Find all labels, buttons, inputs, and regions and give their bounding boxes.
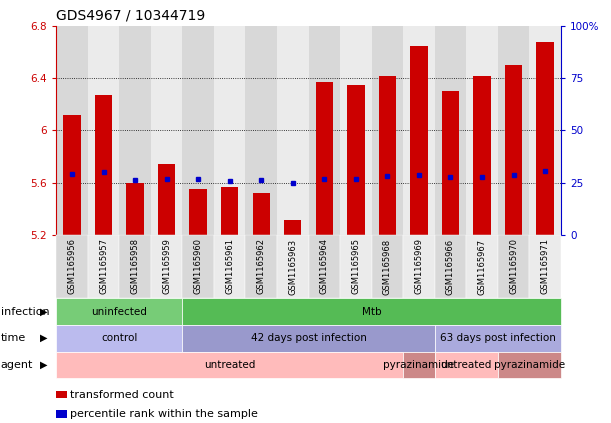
- Bar: [474, 76, 491, 235]
- Text: time: time: [1, 333, 26, 343]
- Text: ▶: ▶: [40, 333, 48, 343]
- Text: ▶: ▶: [40, 360, 48, 370]
- Text: GSM1165962: GSM1165962: [257, 239, 266, 294]
- Text: GSM1165957: GSM1165957: [99, 239, 108, 294]
- Text: GSM1165956: GSM1165956: [67, 239, 76, 294]
- Bar: [347, 85, 365, 235]
- Bar: [214, 26, 246, 235]
- Bar: [466, 26, 498, 235]
- Text: Mtb: Mtb: [362, 307, 381, 316]
- Text: untreated: untreated: [204, 360, 255, 370]
- Bar: [88, 26, 119, 235]
- Bar: [64, 115, 81, 235]
- Bar: [435, 26, 466, 235]
- Bar: [410, 46, 428, 235]
- Bar: [379, 76, 396, 235]
- Bar: [340, 26, 371, 235]
- Bar: [95, 95, 112, 235]
- Bar: [151, 26, 182, 235]
- Bar: [158, 165, 175, 235]
- Text: 42 days post infection: 42 days post infection: [251, 333, 367, 343]
- Text: 63 days post infection: 63 days post infection: [440, 333, 556, 343]
- Bar: [442, 91, 459, 235]
- Bar: [56, 26, 88, 235]
- Bar: [221, 187, 238, 235]
- Bar: [252, 193, 270, 235]
- Text: GSM1165966: GSM1165966: [446, 239, 455, 294]
- Text: GSM1165961: GSM1165961: [225, 239, 234, 294]
- Bar: [119, 26, 151, 235]
- Bar: [284, 220, 301, 235]
- Bar: [189, 189, 207, 235]
- Bar: [246, 26, 277, 235]
- Bar: [277, 26, 309, 235]
- Bar: [126, 183, 144, 235]
- Text: GSM1165964: GSM1165964: [320, 239, 329, 294]
- Bar: [505, 65, 522, 235]
- Text: GSM1165963: GSM1165963: [288, 239, 298, 294]
- Text: control: control: [101, 333, 137, 343]
- Text: infection: infection: [1, 307, 49, 316]
- Text: uninfected: uninfected: [92, 307, 147, 316]
- Text: transformed count: transformed count: [70, 390, 174, 400]
- Text: GSM1165971: GSM1165971: [541, 239, 550, 294]
- Text: GSM1165970: GSM1165970: [509, 239, 518, 294]
- Bar: [498, 26, 529, 235]
- Text: untreated: untreated: [441, 360, 492, 370]
- Bar: [182, 26, 214, 235]
- Text: GDS4967 / 10344719: GDS4967 / 10344719: [56, 8, 205, 22]
- Text: GSM1165965: GSM1165965: [351, 239, 360, 294]
- Text: percentile rank within the sample: percentile rank within the sample: [70, 409, 258, 419]
- Text: ▶: ▶: [40, 307, 48, 316]
- Text: GSM1165960: GSM1165960: [194, 239, 203, 294]
- Text: GSM1165958: GSM1165958: [131, 239, 139, 294]
- Bar: [316, 82, 333, 235]
- Bar: [529, 26, 561, 235]
- Bar: [403, 26, 435, 235]
- Text: pyrazinamide: pyrazinamide: [494, 360, 565, 370]
- Text: GSM1165959: GSM1165959: [162, 239, 171, 294]
- Bar: [536, 42, 554, 235]
- Text: GSM1165967: GSM1165967: [478, 239, 486, 294]
- Bar: [371, 26, 403, 235]
- Text: agent: agent: [1, 360, 33, 370]
- Text: GSM1165969: GSM1165969: [414, 239, 423, 294]
- Text: pyrazinamide: pyrazinamide: [383, 360, 455, 370]
- Text: GSM1165968: GSM1165968: [383, 239, 392, 294]
- Bar: [309, 26, 340, 235]
